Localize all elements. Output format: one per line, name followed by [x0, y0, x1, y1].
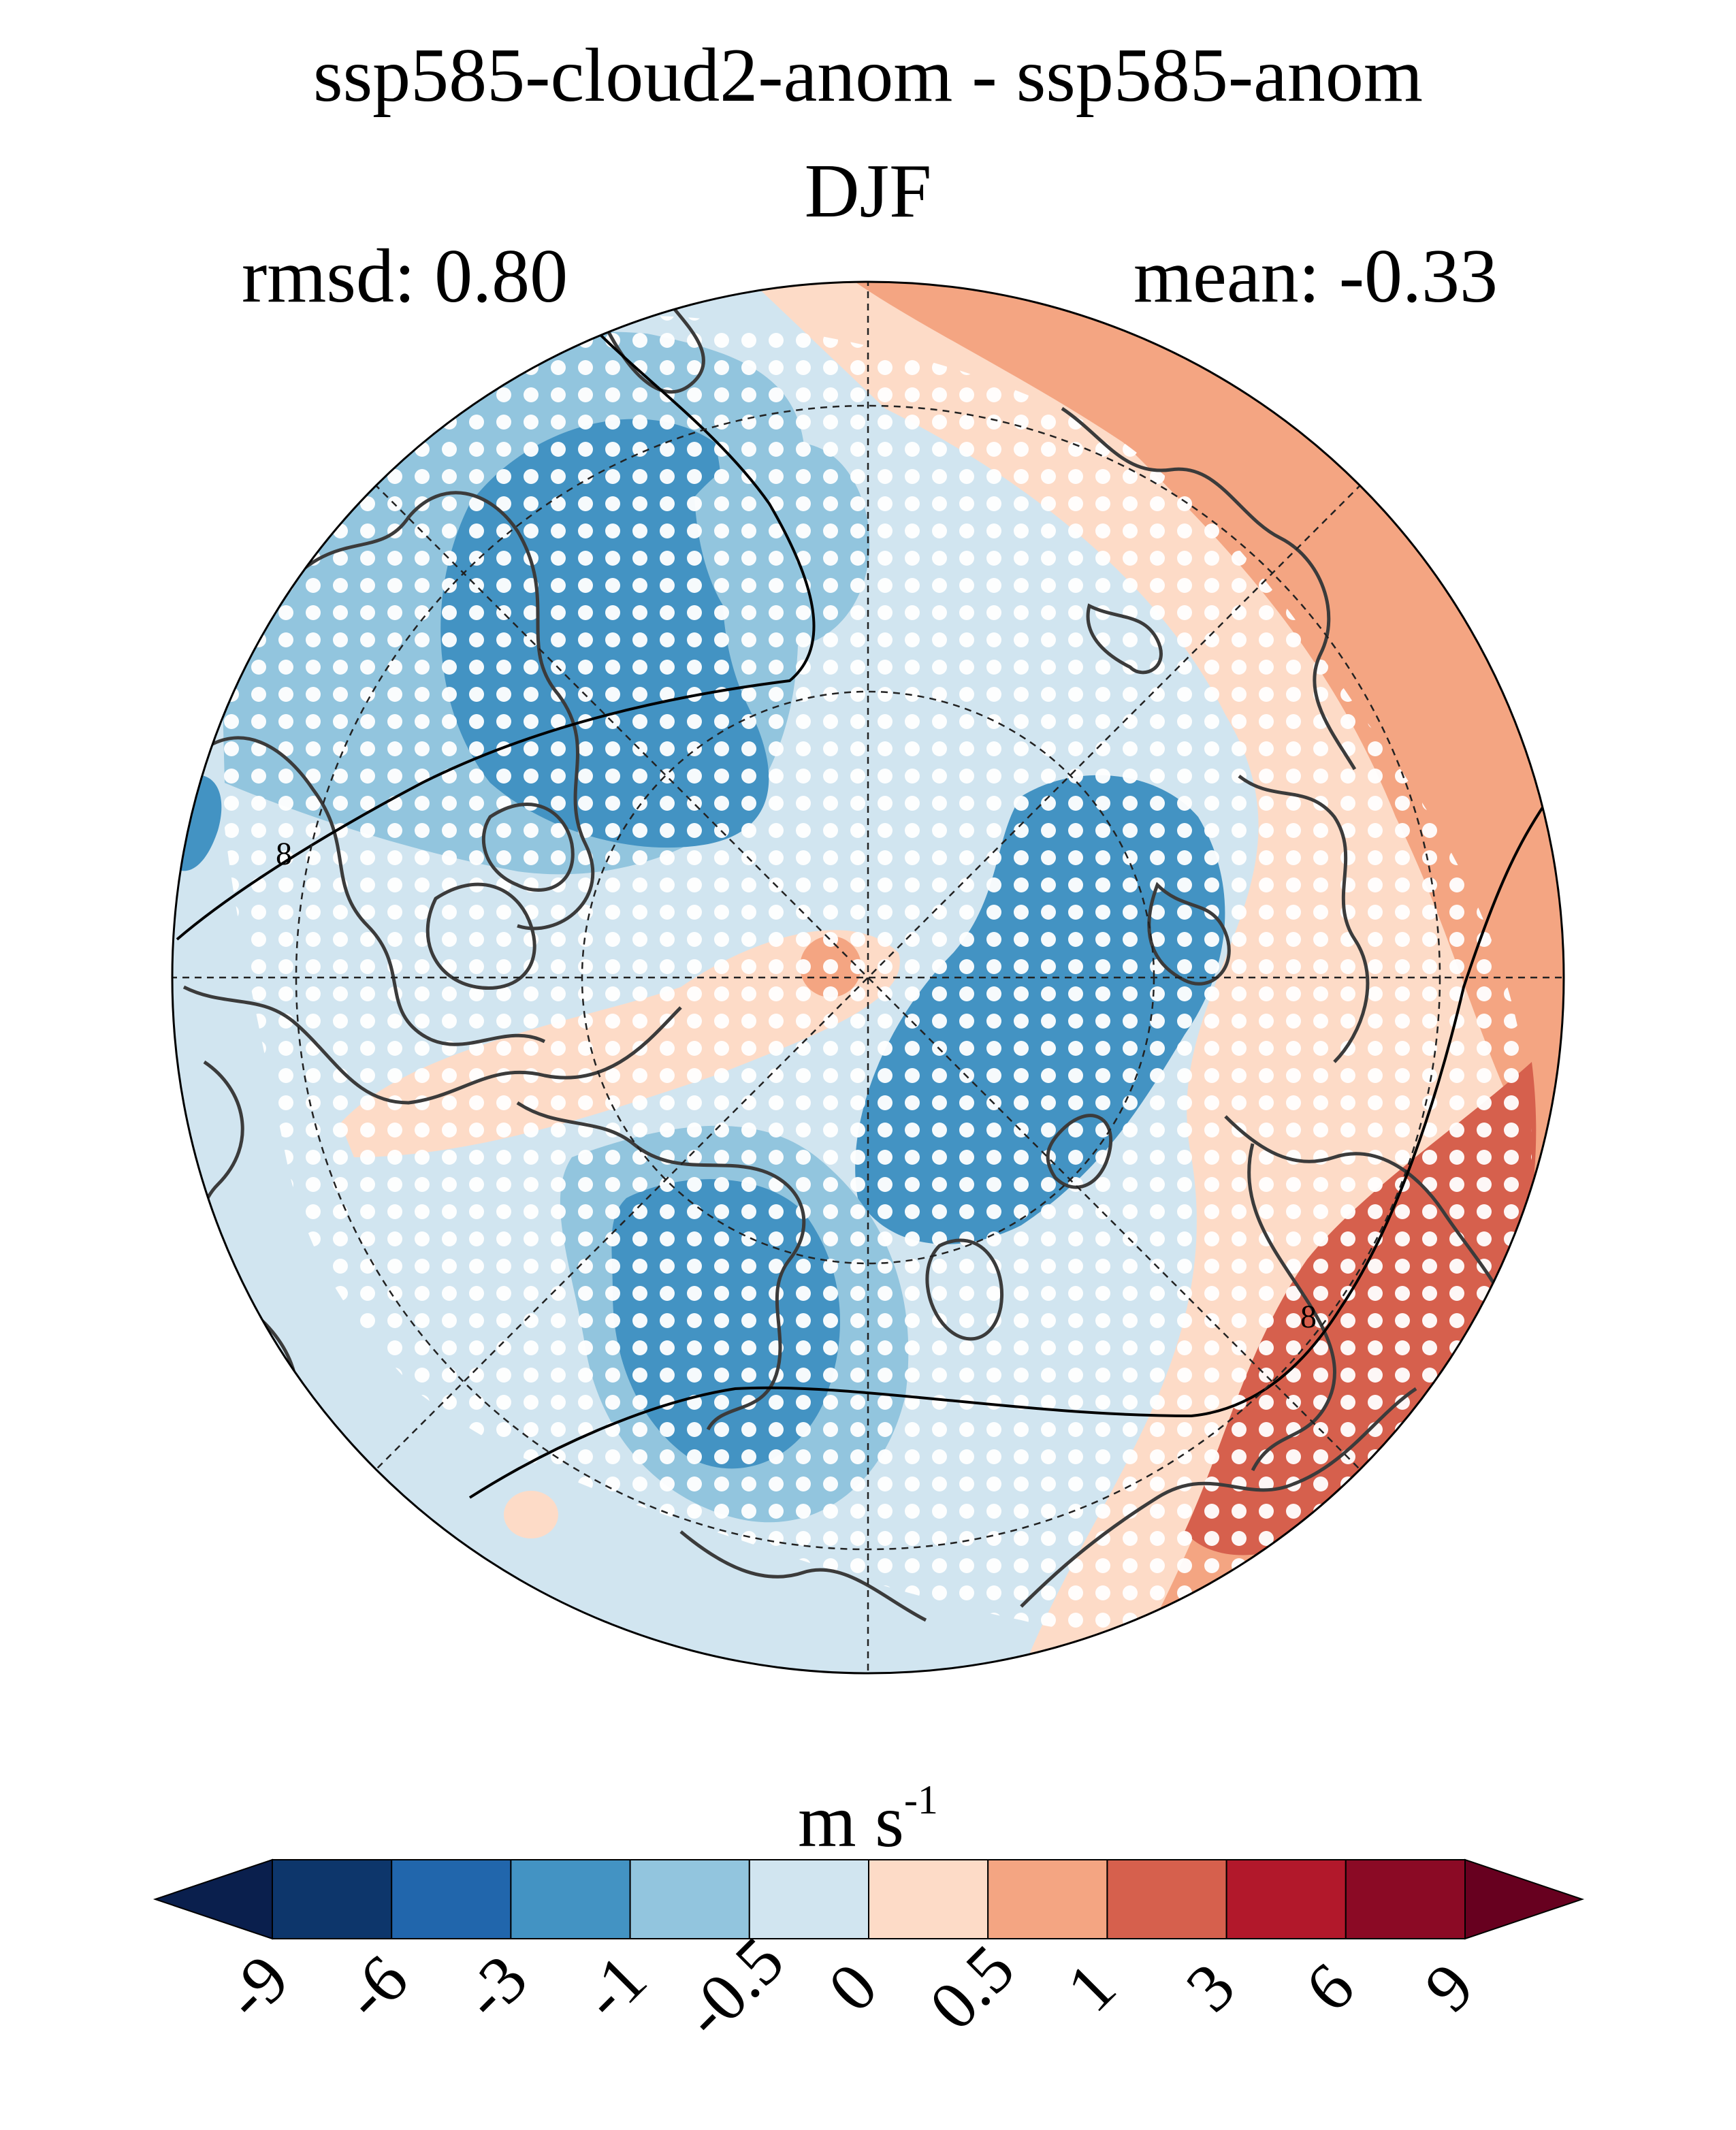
- colorbar-tick-label: -3: [448, 1941, 541, 2034]
- colorbar-tick-label: -9: [210, 1941, 303, 2034]
- colorbar-tick-label: 0: [814, 1948, 891, 2026]
- colorbar-swatch: [987, 1859, 1108, 1939]
- colorbar-swatch: [629, 1859, 750, 1939]
- contour-label-right: 8: [1300, 1299, 1317, 1335]
- colorbar: -9 -6 -3 -1 -0.5 0 0.5 1 3 6 9: [152, 1858, 1585, 2052]
- colorbar-swatch: [391, 1859, 512, 1939]
- colorbar-tick-label: 6: [1291, 1948, 1368, 2026]
- colorbar-swatch: [868, 1859, 989, 1939]
- rmsd-label: rmsd: 0.80: [242, 234, 568, 319]
- season-label: DJF: [804, 149, 932, 233]
- colorbar-tick-label: 0.5: [915, 1931, 1029, 2044]
- colorbar-tick-label: 1: [1052, 1948, 1130, 2026]
- colorbar-extend-low: [152, 1858, 273, 1940]
- units-base: m s: [798, 1779, 904, 1862]
- contour-label-left: 8: [276, 836, 292, 872]
- contour-lines: [176, 332, 1547, 1499]
- colorbar-tick-label: 9: [1410, 1948, 1488, 2026]
- units-label: m s-1: [0, 1779, 1736, 1858]
- colorbar-extend-high: [1464, 1858, 1585, 1940]
- colorbar-swatch: [1106, 1859, 1227, 1939]
- graticule: [172, 282, 1564, 1673]
- colorbar-swatch: [1225, 1859, 1347, 1939]
- coastlines: [182, 298, 1513, 1622]
- colorbar-swatch: [510, 1859, 631, 1939]
- colorbar-tick-label: -1: [567, 1941, 660, 2034]
- map-title: ssp585-cloud2-anom - ssp585-anom: [312, 33, 1423, 118]
- colorbar-swatch: [748, 1859, 870, 1939]
- colorbar-swatch: [272, 1859, 393, 1939]
- mean-label: mean: -0.33: [1134, 234, 1498, 319]
- colorbar-tick-label: -0.5: [669, 1922, 798, 2052]
- map-boundary: [171, 280, 1565, 1675]
- colorbar-tick-label: -6: [329, 1941, 422, 2034]
- colorbar-swatch: [1345, 1859, 1466, 1939]
- colorbar-tick-label: 3: [1172, 1948, 1249, 2026]
- units-exponent: -1: [903, 1777, 938, 1823]
